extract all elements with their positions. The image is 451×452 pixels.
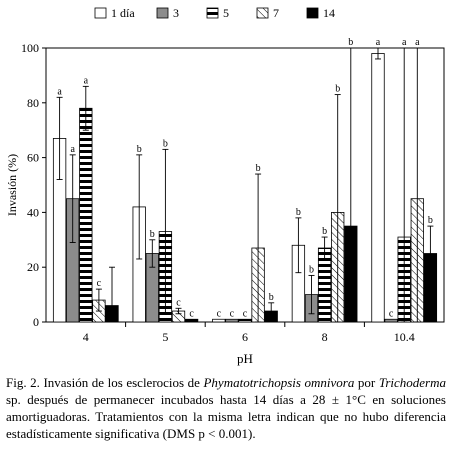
legend-label: 14 [323,6,335,20]
significance-letter: c [97,278,102,289]
significance-letter: b [322,226,327,237]
significance-letter: c [217,308,222,319]
significance-letter: b [256,163,261,174]
significance-letter: b [335,84,340,95]
x-tick-label: 10.4 [394,330,415,344]
legend-swatch [256,7,269,19]
y-tick-label: 60 [27,151,39,165]
legend-label: 1 día [111,6,135,20]
significance-letter: a [415,37,420,48]
legend-label: 7 [273,6,279,20]
significance-letter: a [70,144,75,155]
bar-14 [184,318,199,323]
bar-5 [238,318,252,323]
legend-swatch [206,7,219,19]
significance-letter: c [389,308,394,319]
significance-letter: a [84,75,89,86]
significance-letter: c [230,308,235,319]
significance-letter: a [376,37,381,48]
significance-letter: b [428,215,433,226]
caption-species-2: Trichoderma [378,375,446,390]
legend-swatch [156,7,169,19]
significance-letter: c [243,308,248,319]
legend-label: 3 [173,6,179,20]
caption-middle: por [354,375,379,390]
significance-letter: b [150,229,155,240]
significance-letter: b [163,138,168,149]
caption-prefix: Fig. 2. Invasión de los esclerocios de [6,375,204,390]
x-axis-label: pH [237,351,253,366]
significance-letter: b [348,37,353,48]
legend-swatch [94,7,107,19]
caption-rest: sp. después de permanecer incubados hast… [6,392,446,441]
bar-3 [225,318,239,323]
y-tick-label: 100 [21,41,39,55]
figure-caption: Fig. 2. Invasión de los esclerocios de P… [6,374,446,442]
x-tick-label: 4 [83,330,89,344]
bar-1-día [371,53,385,323]
x-tick-label: 8 [322,330,328,344]
bar-3 [384,318,398,323]
significance-letter: b [309,264,314,275]
bar-1-día [212,318,226,323]
bar-5 [79,107,93,323]
caption-species-1: Phymatotrichopsis omnivora [203,375,355,390]
y-tick-label: 20 [27,260,39,274]
significance-letter: a [57,86,62,97]
significance-letter: c [176,297,181,308]
y-axis-label: Invasión (%) [5,154,19,216]
y-tick-label: 0 [33,315,39,329]
y-tick-label: 80 [27,96,39,110]
significance-letter: b [296,207,301,218]
x-tick-label: 6 [242,330,248,344]
significance-letter: b [269,292,274,303]
significance-letter: c [189,308,194,319]
significance-letter: a [402,37,407,48]
y-tick-label: 40 [27,205,39,219]
legend-label: 5 [223,6,229,20]
x-tick-label: 5 [162,330,168,344]
legend-swatch [306,7,319,19]
significance-letter: b [137,144,142,155]
